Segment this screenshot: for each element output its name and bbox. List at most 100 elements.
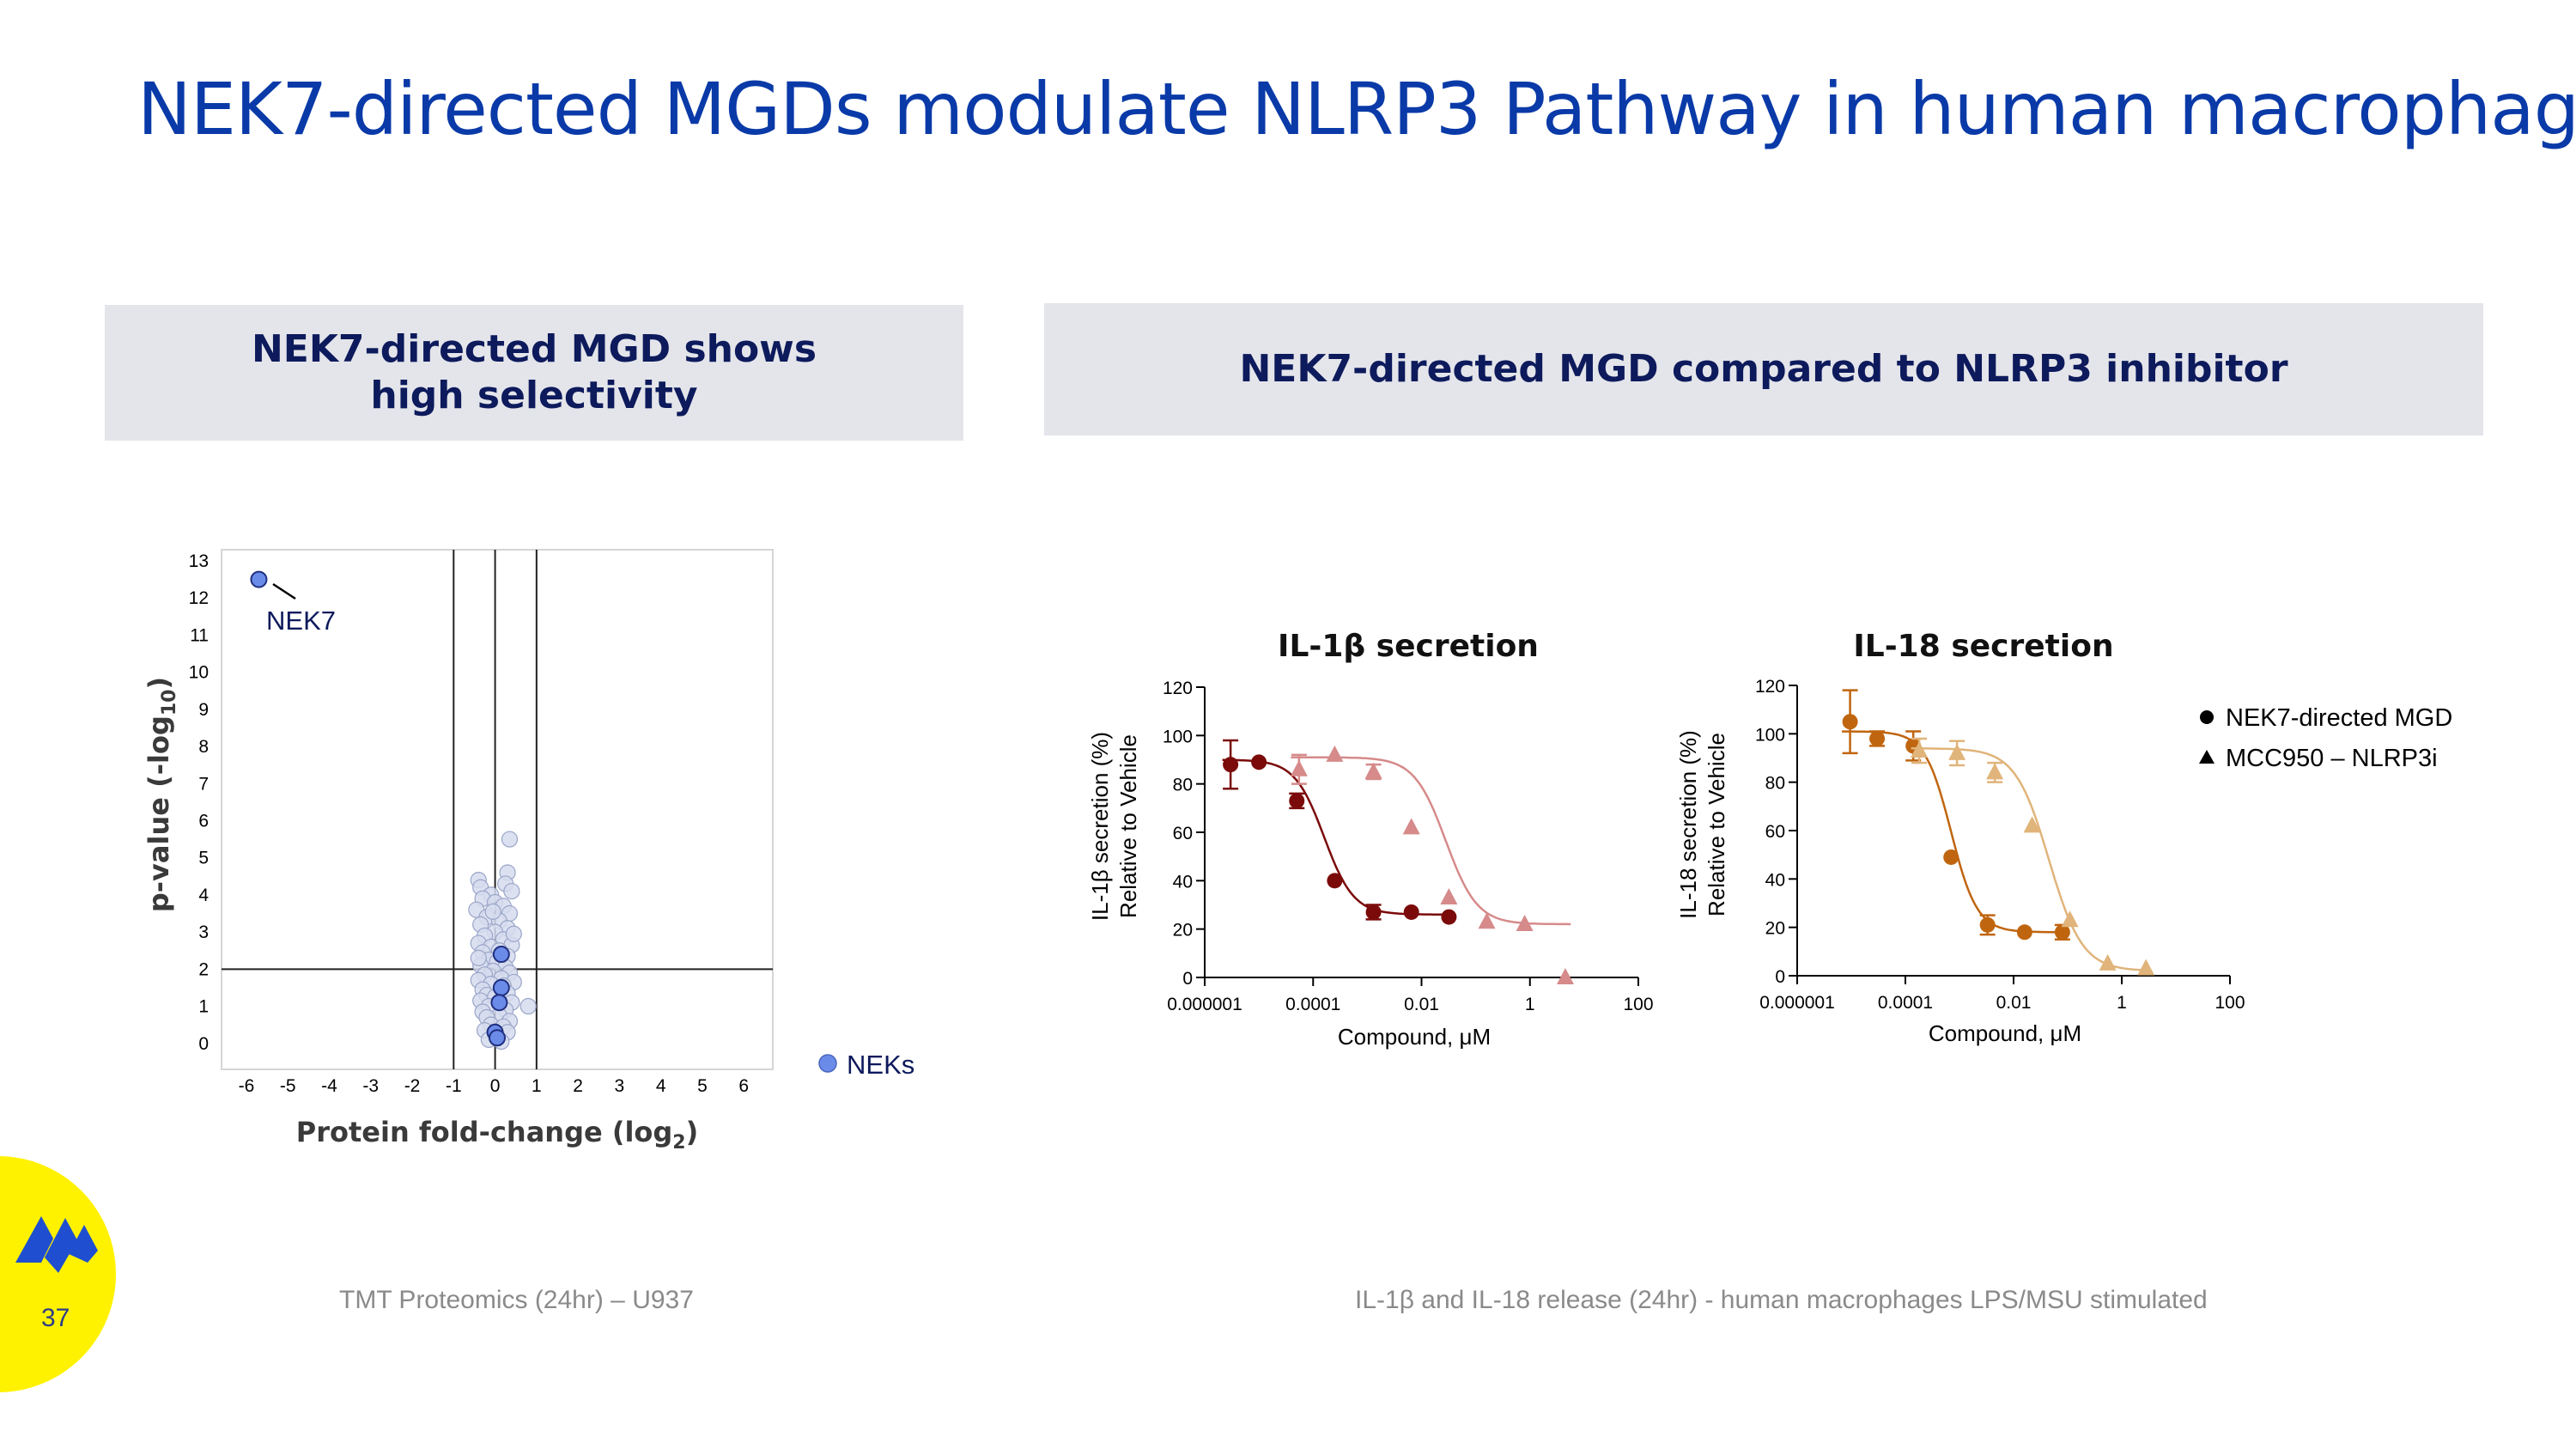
- il1b-mcc950-point: [1440, 888, 1458, 905]
- il1b-mcc950-point: [1556, 968, 1574, 984]
- il1b-mcc950-point: [1516, 915, 1534, 932]
- il18-mgd-point: [1869, 730, 1886, 746]
- il1b-y-axis-title-line1: IL-1β secretion (%): [1087, 732, 1113, 921]
- volcano-protein-point: [470, 949, 487, 966]
- volcano-protein-point: [503, 882, 520, 900]
- left-header-line2: high selectivity: [370, 374, 698, 417]
- il18-mcc950-point: [2023, 816, 2041, 833]
- il18-x-tick-label: 1: [2117, 993, 2127, 1013]
- page-number: 37: [41, 1304, 70, 1332]
- volcano-y-tick-label: 8: [198, 737, 209, 757]
- il1b-mgd-point: [1403, 904, 1419, 920]
- right-header-text: NEK7-directed MGD compared to NLRP3 inhi…: [1239, 347, 2288, 391]
- volcano-y-tick-label: 3: [198, 922, 209, 942]
- volcano-nek-point: [250, 570, 268, 588]
- il1b-mcc950-point: [1290, 759, 1308, 776]
- volcano-x-tick-label: -1: [446, 1076, 462, 1096]
- left-panel-header: NEK7-directed MGD shows high selectivity: [105, 305, 963, 441]
- legend-mgd-marker: [2200, 710, 2214, 724]
- il1b-mcc950-point: [1326, 745, 1344, 762]
- il18-mcc950-point: [2137, 959, 2155, 976]
- volcano-nek-point: [489, 1029, 506, 1047]
- volcano-protein-point: [501, 831, 519, 848]
- il18-mcc950-point: [1948, 743, 1966, 760]
- volcano-y-tick-label: 11: [190, 625, 209, 645]
- il18-y-tick-label: 100: [1755, 725, 1785, 745]
- il18-mgd-point: [1943, 849, 1959, 865]
- il18-mgd-point: [1842, 714, 1858, 730]
- volcano-y-tick-label: 4: [198, 886, 209, 905]
- volcano-x-tick-label: -6: [239, 1076, 255, 1096]
- volcano-x-tick-label: -2: [404, 1076, 421, 1096]
- il1b-x-tick-label: 0.000001: [1167, 995, 1242, 1014]
- il1b-mcc950-point: [1364, 762, 1382, 779]
- il1b-y-tick-label: 60: [1173, 824, 1193, 843]
- il18-mcc950-point: [2061, 910, 2079, 928]
- left-header-line1: NEK7-directed MGD shows: [251, 327, 817, 371]
- il18-mgd-point: [2054, 924, 2070, 941]
- volcano-nek-point: [490, 994, 508, 1012]
- il18-mgd-point: [2016, 924, 2032, 941]
- volcano-y-tick-label: 7: [198, 774, 209, 794]
- volcano-y-tick-label: 6: [198, 811, 209, 831]
- il1b-x-tick-label: 0.0001: [1285, 995, 1340, 1014]
- il18-mcc950-point: [2099, 953, 2117, 971]
- il18-y-tick-label: 80: [1765, 774, 1785, 794]
- volcano-y-tick-label: 12: [189, 588, 209, 608]
- il1b-mgd-point: [1327, 873, 1343, 889]
- volcano-y-tick-label: 9: [198, 700, 209, 720]
- il1b-mgd-point: [1441, 909, 1457, 925]
- il1b-y-tick-label: 20: [1173, 921, 1193, 941]
- slide-title: NEK7-directed MGDs modulate NLRP3 Pathwa…: [137, 67, 2576, 151]
- volcano-x-tick-label: 3: [615, 1076, 625, 1096]
- volcano-protein-point: [505, 925, 522, 942]
- volcano-y-axis-title: p-value (-log10): [143, 677, 180, 912]
- volcano-x-tick-label: 5: [697, 1076, 708, 1096]
- il1b-x-axis-title: Compound, μM: [1338, 1024, 1491, 1050]
- legend-mcc950-marker: [2199, 750, 2215, 764]
- il18-chart: IL-18 secretion 0 20 40 60 80 100 120 0.000001 0…: [1675, 629, 2245, 1046]
- il1b-y-tick-label: 120: [1163, 679, 1193, 698]
- il18-x-tick-label: 0.0001: [1878, 993, 1933, 1013]
- il18-mcc950-point: [1911, 741, 1929, 758]
- volcano-x-tick-label: 0: [490, 1076, 501, 1096]
- il1b-chart-title: IL-1β secretion: [1278, 629, 1539, 664]
- il1b-x-tick-label: 0.01: [1404, 995, 1439, 1014]
- volcano-y-tick-label: 1: [198, 997, 209, 1017]
- il1b-chart: IL-1β secretion 0 20 40 60 80 100 120 0.000001 0…: [1087, 629, 1654, 1050]
- volcano-x-axis-title: Protein fold-change (log2): [296, 1116, 698, 1154]
- il18-y-tick-label: 120: [1755, 677, 1785, 697]
- volcano-x-tick-label: -5: [280, 1076, 296, 1096]
- il1b-y-tick-label: 100: [1163, 727, 1193, 746]
- il1b-y-tick-label: 80: [1173, 776, 1193, 795]
- il1b-y-tick-label: 40: [1173, 872, 1193, 892]
- nek7-annotation-leader: [272, 582, 296, 600]
- neks-legend-label: NEKs: [847, 1050, 914, 1080]
- il18-y-axis-title-line1: IL-18 secretion (%): [1675, 730, 1701, 919]
- volcano-nek-point: [492, 946, 510, 964]
- legend-mcc950-label: MCC950 – NLRP3i: [2226, 745, 2438, 772]
- volcano-y-tick-label: 13: [189, 551, 209, 571]
- il18-y-tick-label: 40: [1765, 870, 1785, 890]
- volcano-x-tick-label: 6: [738, 1076, 749, 1096]
- left-footer-note: TMT Proteomics (24hr) – U937: [339, 1286, 694, 1314]
- il18-x-tick-label: 0.000001: [1759, 993, 1835, 1013]
- il18-mcc950-point: [1986, 763, 2004, 780]
- il1b-mgd-point: [1365, 904, 1382, 920]
- il1b-mgd-point: [1289, 793, 1305, 809]
- il1b-mgd-point: [1223, 757, 1239, 773]
- il1b-x-tick-label: 100: [1623, 995, 1653, 1014]
- dose-response-legend: NEK7-directed MGD MCC950 – NLRP3i: [2199, 704, 2452, 772]
- volcano-protein-point: [484, 903, 501, 920]
- volcano-x-tick-label: 1: [532, 1076, 542, 1096]
- volcano-y-tick-label: 10: [189, 663, 209, 683]
- legend-mgd-label: NEK7-directed MGD: [2226, 704, 2452, 732]
- volcano-y-tick-label: 5: [198, 849, 209, 868]
- nek7-annotation: NEK7: [266, 606, 336, 636]
- right-panel-header: NEK7-directed MGD compared to NLRP3 inhi…: [1044, 303, 2483, 435]
- volcano-x-tick-label: -4: [321, 1076, 337, 1096]
- il18-x-axis-title: Compound, μM: [1929, 1020, 2081, 1046]
- il18-y-tick-label: 20: [1765, 919, 1785, 939]
